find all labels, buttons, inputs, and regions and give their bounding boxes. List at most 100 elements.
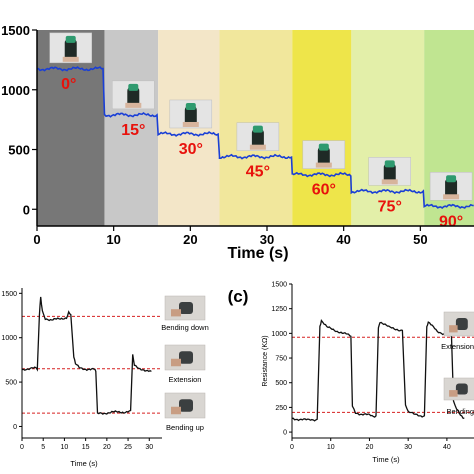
x-tick-label: 30: [145, 444, 153, 451]
glove-shape: [64, 38, 77, 61]
glove-shape: [179, 399, 193, 412]
y-axis-label-c: Resistance (KΩ): [262, 335, 269, 386]
y-tick-label: 1000: [1, 83, 30, 98]
gesture-label: Extension: [169, 375, 202, 384]
y-tick-label: 0: [23, 202, 30, 217]
angle-band-60: [292, 30, 352, 226]
x-tick-label: 40: [443, 444, 451, 451]
panel-b: 0 500 1000 1500 0 5 10 15 20 25 30 Time (s) Bendi…: [1, 288, 209, 468]
glove-fingers: [318, 143, 329, 151]
x-tick-label: 30: [404, 444, 412, 451]
angle-label-0: 0°: [61, 76, 76, 93]
arm-shape: [171, 309, 181, 317]
y-tick-label: 750: [275, 356, 287, 363]
x-axis-label-b: Time (s): [70, 459, 98, 468]
x-axis-label-c: Time (s): [372, 455, 400, 464]
glove-shape: [179, 351, 193, 364]
angle-label-30: 30°: [179, 141, 203, 158]
y-ticks-a: 0 500 1000 1500: [1, 23, 37, 217]
gesture-annotation: Bending down: [161, 295, 209, 332]
resistance-step-line: [37, 66, 474, 210]
y-tick-label: 0: [283, 430, 287, 437]
hand-photos: [49, 32, 473, 201]
glove-shape: [127, 86, 140, 107]
wrist-shape: [182, 121, 199, 127]
wrist-shape: [443, 194, 460, 200]
y-ticks-b: 0 500 1000 1500: [1, 291, 22, 431]
glove-shape: [383, 163, 396, 184]
gesture-annotation: Bending: [443, 377, 474, 416]
angle-label-75: 75°: [378, 198, 402, 215]
arm-shape: [449, 390, 458, 397]
glove-fingers: [252, 125, 263, 133]
panel-c-label: (c): [228, 287, 249, 306]
wrist-shape: [315, 162, 332, 168]
x-ticks-c: 0 10 20 30 40: [290, 438, 451, 451]
glove-shape: [455, 318, 468, 330]
resistance-line-c: [292, 318, 465, 422]
hand-photo-90: [429, 172, 473, 201]
wrist-shape: [249, 144, 266, 150]
x-tick-label: 0: [290, 444, 294, 451]
wrist-shape: [381, 179, 398, 185]
x-tick-label: 10: [61, 444, 69, 451]
x-tick-label: 20: [183, 232, 197, 247]
glove-shape: [445, 178, 458, 199]
gesture-annotations-b: Bending down Extension Bending up: [161, 295, 209, 432]
glove-fingers: [128, 83, 139, 91]
hand-photo-45: [236, 122, 280, 151]
x-tick-label: 20: [366, 444, 374, 451]
arm-shape: [449, 325, 458, 333]
y-tick-label: 1500: [271, 282, 287, 289]
x-tick-label: 40: [336, 232, 350, 247]
glove-shape: [251, 128, 264, 149]
angle-bands: [37, 30, 474, 226]
wrist-shape: [125, 102, 142, 108]
y-tick-label: 1250: [271, 306, 287, 313]
x-tick-label: 0: [20, 444, 24, 451]
angle-label-45: 45°: [246, 164, 270, 181]
x-tick-label: 5: [41, 444, 45, 451]
x-tick-label: 10: [327, 444, 335, 451]
glove-shape: [184, 105, 197, 126]
y-tick-label: 1500: [1, 23, 30, 38]
glove-fingers: [65, 35, 76, 43]
resistance-line-b: [22, 296, 152, 415]
x-tick-label: 30: [260, 232, 274, 247]
y-tick-label: 1000: [271, 331, 287, 338]
hand-photo-30: [169, 99, 213, 129]
hand-photo-15: [112, 80, 155, 110]
wrist-shape: [62, 56, 79, 62]
glove-fingers: [185, 102, 196, 110]
x-ticks-b: 0 5 10 15 20 25 30: [20, 438, 153, 451]
gesture-label: Extension: [441, 342, 474, 351]
hand-photo-60: [302, 140, 346, 169]
panel-a: 0° 15° 30° 45° 60° 75° 90° 0 500 1000 1500 0 10 20 3…: [1, 23, 474, 262]
reference-lines-b: [22, 315, 162, 414]
glove-fingers: [384, 160, 395, 168]
glove-shape: [455, 383, 468, 395]
gesture-label: Bending down: [161, 323, 209, 332]
glove-fingers: [446, 175, 457, 183]
panel-c: (c) 0 250 500 750 1000 1250 1500 0 10 20 30 40 Tim…: [228, 282, 474, 464]
y-tick-label: 500: [275, 380, 287, 387]
gesture-label: Bending up: [166, 423, 204, 432]
angle-band-75: [351, 30, 425, 226]
angle-label-15: 15°: [121, 122, 145, 139]
y-ticks-c: 0 250 500 750 1000 1250 1500: [271, 282, 292, 437]
x-tick-label: 50: [413, 232, 427, 247]
gesture-label: Bending: [446, 407, 474, 416]
gesture-annotation: Extension: [164, 344, 206, 384]
angle-labels: 0° 15° 30° 45° 60° 75° 90°: [61, 76, 463, 230]
gesture-annotation: Extension: [441, 311, 474, 351]
glove-shape: [317, 146, 330, 167]
angle-band-15: [104, 30, 159, 226]
y-tick-label: 0: [13, 424, 17, 431]
reference-lines-c: [292, 336, 474, 413]
y-tick-label: 1000: [1, 335, 17, 342]
glove-shape: [179, 302, 193, 314]
angle-label-60: 60°: [312, 182, 336, 199]
y-tick-label: 500: [8, 143, 30, 158]
x-tick-label: 20: [103, 444, 111, 451]
